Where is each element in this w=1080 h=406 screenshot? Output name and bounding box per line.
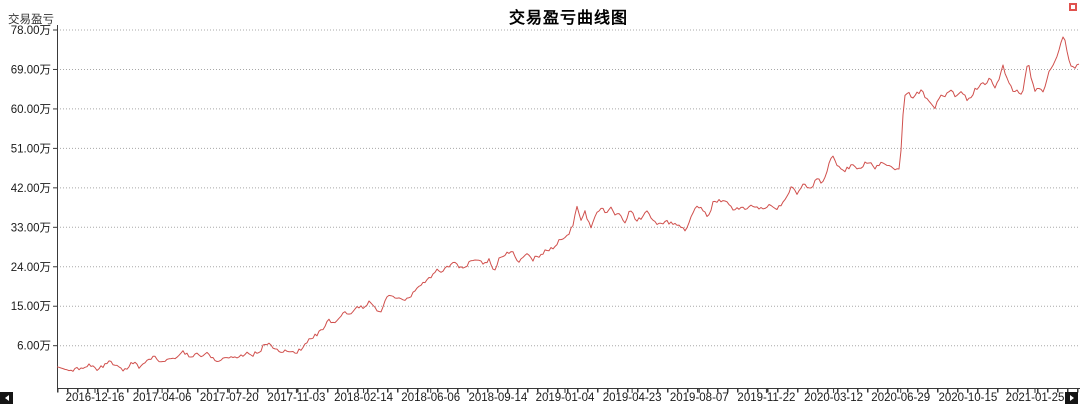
profit-line <box>56 36 1080 372</box>
y-axis-tick-label: 60.00万 <box>11 104 51 116</box>
x-axis-tick-label: 2021-01-25 <box>1006 392 1065 404</box>
right-arrow-icon <box>1069 395 1074 401</box>
scroll-right-button[interactable] <box>1065 392 1078 404</box>
x-axis-tick-label: 2016-12-16 <box>66 392 125 404</box>
y-axis-tick-label: 51.00万 <box>11 143 51 155</box>
y-axis-tick-label: 69.00万 <box>11 64 51 76</box>
x-axis-tick-label: 2017-04-06 <box>133 392 192 404</box>
series-legend-marker-icon <box>1069 3 1077 11</box>
chart-title: 交易盈亏曲线图 <box>508 10 628 27</box>
x-axis-tick-label: 2019-11-22 <box>737 392 795 404</box>
x-axis-tick-label: 2019-04-23 <box>603 392 662 404</box>
y-axis-title: 交易盈亏 <box>8 14 54 26</box>
x-axis-tick-label: 2019-08-07 <box>670 392 729 404</box>
y-axis-tick-label: 33.00万 <box>11 222 51 234</box>
scroll-left-button[interactable] <box>0 392 13 404</box>
x-axis-tick-label: 2020-10-15 <box>938 392 997 404</box>
x-axis-tick-label: 2018-09-14 <box>468 392 527 404</box>
y-axis-tick-label: 15.00万 <box>11 301 51 313</box>
x-axis-tick-label: 2017-11-03 <box>267 392 325 404</box>
x-axis-tick-label: 2019-01-04 <box>536 392 595 404</box>
y-axis-tick-label: 6.00万 <box>17 341 51 353</box>
y-axis-tick-label: 24.00万 <box>11 262 51 274</box>
y-axis-tick-label: 42.00万 <box>11 183 51 195</box>
x-axis-tick-label: 2020-03-12 <box>804 392 863 404</box>
x-axis-tick-label: 2018-02-14 <box>334 392 393 404</box>
x-axis-tick-label: 2018-06-06 <box>401 392 460 404</box>
x-axis-tick-label: 2020-06-29 <box>871 392 930 404</box>
left-arrow-icon <box>4 395 9 401</box>
x-axis-tick-label: 2017-07-20 <box>200 392 259 404</box>
y-axis-tick-label: 78.00万 <box>11 25 51 37</box>
